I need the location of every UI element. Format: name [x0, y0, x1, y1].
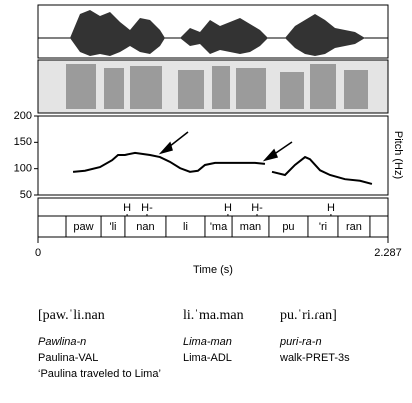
pitch-panel	[37, 115, 389, 196]
gloss: Paulina-VAL	[38, 352, 98, 364]
annotation-arrows	[158, 131, 293, 162]
textgrid	[37, 197, 389, 238]
syllable-label: ran	[346, 221, 362, 233]
y-axis-label: Pitch (Hz)	[392, 131, 404, 179]
x-tick-label: 0	[35, 247, 41, 259]
ipa: li.ˈma.man	[183, 308, 244, 323]
y-tick-label: 50	[20, 189, 32, 201]
ipa: pu.ˈri.ɾan]	[280, 308, 337, 323]
syllable-label: man	[240, 221, 261, 233]
y-tick-label: 100	[14, 163, 32, 175]
y-tick-label: 150	[14, 136, 32, 148]
word: Lima-man	[183, 336, 232, 348]
syllable-label: nan	[136, 221, 154, 233]
ipa: [paw.ˈli.nan	[38, 308, 105, 323]
pitch-line	[271, 155, 373, 185]
word: Pawlina-n	[38, 336, 86, 348]
syllable-label: 'li	[109, 221, 116, 233]
tone-label: H	[327, 202, 335, 214]
tone-label: H	[224, 202, 232, 214]
syllable-label: pu	[282, 221, 294, 233]
word: puri-ra-n	[279, 336, 322, 348]
syllable-label: 'ri	[319, 221, 327, 233]
tone-label: H-	[141, 202, 153, 214]
waveform	[70, 10, 365, 56]
gloss: walk-PRET-3s	[279, 352, 350, 364]
syllable-label: li	[183, 221, 188, 233]
spectrogram	[66, 64, 368, 109]
tone-label: H	[123, 202, 131, 214]
syllable-label: 'ma	[210, 221, 228, 233]
syllable-label: paw	[73, 221, 93, 233]
x-axis-label: Time (s)	[193, 264, 233, 276]
y-tick-label: 200	[14, 110, 32, 122]
gloss: Lima-ADL	[183, 352, 232, 364]
translation: ‘Paulina traveled to Lima’	[38, 368, 161, 380]
x-tick-label: 2.287	[374, 247, 402, 259]
pitch-line	[72, 151, 266, 173]
tone-label: H-	[251, 202, 263, 214]
